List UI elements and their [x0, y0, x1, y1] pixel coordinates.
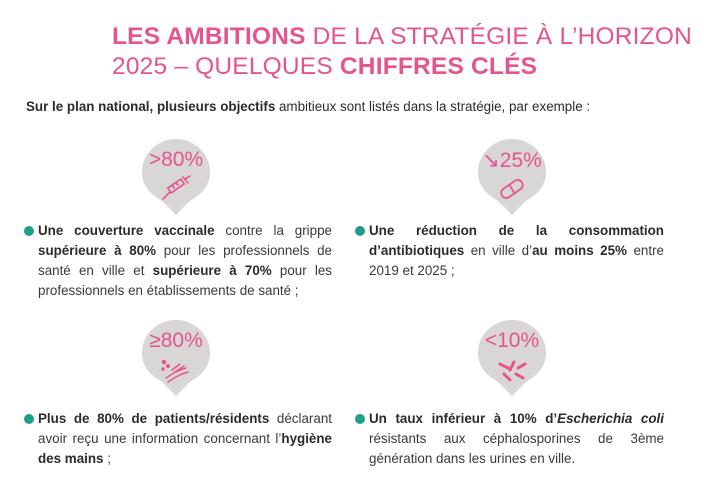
item-text: résistants aux céphalosporines de 3ème g…	[369, 431, 664, 466]
intro-rest: ambitieux sont listés dans la stratégie,…	[275, 99, 591, 114]
item-bold: supérieure à 80%	[38, 243, 157, 258]
bullet-dot	[24, 414, 34, 424]
pill-capsule-icon	[500, 179, 524, 199]
item-bold: Une réduction de la consommation d’antib…	[369, 223, 664, 258]
title-text-1: DE LA STRATÉGIE À L’HORIZON	[305, 23, 692, 50]
pin-shape	[142, 139, 210, 215]
item-text: entre 2019 et 2025 ;	[369, 243, 664, 278]
stat-value: ↘25%	[482, 149, 542, 172]
objective-vaccination: Une couverture vaccinale contre la gripp…	[38, 221, 332, 301]
item-text: en ville d’	[464, 243, 533, 258]
item-bold-italic: Escherichia coli	[557, 411, 664, 426]
item-bold: Un taux inférieur à 10% d’	[369, 411, 558, 426]
title-bold-1: LES AMBITIONS	[112, 23, 306, 50]
intro-bold: Sur le plan national, plusieurs objectif…	[26, 99, 276, 114]
bullet-dot	[24, 226, 34, 236]
stat-pin-ecoli: <10%	[476, 318, 548, 398]
item-bold: Une couverture vaccinale	[38, 223, 215, 238]
objective-hand-hygiene: Plus de 80% de patients/résidents déclar…	[38, 409, 332, 469]
page-title: LES AMBITIONS DE LA STRATÉGIE À L’HORIZO…	[112, 22, 692, 82]
stat-value: ≥80%	[149, 329, 203, 352]
item-text: déclarant avoir reçu une information con…	[38, 411, 332, 446]
bacteria-icon	[498, 360, 527, 382]
pin-shape	[478, 320, 546, 396]
syringe-icon	[162, 175, 191, 200]
item-text: ;	[103, 451, 111, 466]
stat-value: <10%	[484, 329, 540, 352]
stat-pin-vaccination: >80%	[140, 137, 212, 217]
bullet-dot	[355, 414, 365, 424]
pin-shape	[142, 320, 210, 396]
item-bold: Plus de 80% de patients/résidents	[38, 411, 270, 426]
objective-ecoli: Un taux inférieur à 10% d’Escherichia co…	[369, 409, 664, 469]
stat-pin-antibiotics: ↘25%	[476, 137, 548, 217]
item-text: pour les professionnels de santé en vill…	[38, 243, 332, 278]
intro-text: Sur le plan national, plusieurs objectif…	[26, 99, 686, 114]
objective-antibiotics: Une réduction de la consommation d’antib…	[369, 221, 664, 281]
item-bold: supérieure à 70%	[152, 263, 272, 278]
item-text: pour les professionnels en établissement…	[38, 263, 332, 298]
pin-shape	[478, 139, 546, 215]
title-bold-2: CHIFFRES CLÉS	[339, 53, 538, 80]
item-text: contre la grippe	[214, 223, 332, 238]
hand-washing-icon	[161, 359, 189, 383]
stat-pin-hand-hygiene: ≥80%	[140, 318, 212, 398]
bullet-dot	[355, 226, 365, 236]
stat-value: >80%	[148, 148, 204, 171]
title-text-2: 2025 – QUELQUES	[112, 53, 340, 80]
item-bold: au moins 25%	[532, 243, 627, 258]
item-bold: hygiène des mains	[38, 431, 332, 466]
